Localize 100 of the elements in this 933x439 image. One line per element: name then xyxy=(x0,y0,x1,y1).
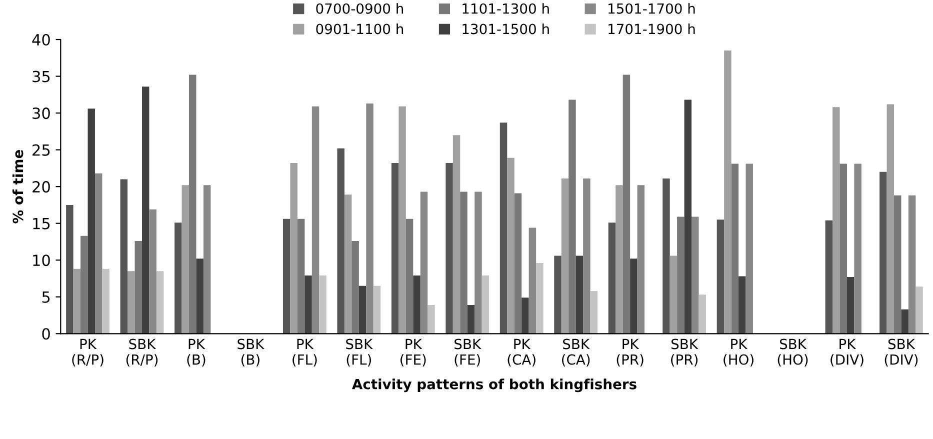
x-tick-label: SBK (FE) xyxy=(454,338,482,366)
bar xyxy=(337,148,344,334)
x-tick-label: SBK (PR) xyxy=(671,338,698,366)
y-tick-label: 20 xyxy=(32,181,50,193)
bar xyxy=(358,286,366,334)
x-tick-label: SBK (HO) xyxy=(778,338,808,366)
bar xyxy=(373,286,381,334)
x-tick-label: PK (PR) xyxy=(616,338,644,366)
y-tick-label: 0 xyxy=(42,328,50,340)
legend-label: 1701-1900 h xyxy=(608,23,695,34)
bar xyxy=(304,276,312,334)
bar xyxy=(522,298,529,334)
x-tick-label: SBK (B) xyxy=(238,338,264,366)
bar xyxy=(670,256,678,334)
bar xyxy=(746,164,753,334)
bar xyxy=(446,163,453,334)
bar xyxy=(80,236,88,334)
bar xyxy=(608,222,616,334)
bar xyxy=(536,263,544,334)
bar xyxy=(886,104,894,334)
bar xyxy=(554,256,562,334)
legend-label: 0901-1100 h xyxy=(316,23,404,34)
bar xyxy=(716,220,724,334)
bar xyxy=(616,185,623,334)
bar xyxy=(297,218,305,334)
bar xyxy=(391,163,399,334)
bar xyxy=(134,240,142,334)
x-tick-label: PK (CA) xyxy=(508,338,536,366)
bar xyxy=(420,192,428,334)
bar xyxy=(846,277,854,334)
bar xyxy=(840,164,847,334)
bar xyxy=(500,122,508,334)
x-tick-label: SBK (DIV) xyxy=(884,338,918,366)
legend-label: 1301-1500 h xyxy=(462,23,549,34)
bar xyxy=(738,276,746,334)
bar xyxy=(142,86,150,334)
bar xyxy=(188,74,196,334)
bar xyxy=(282,218,290,334)
bar xyxy=(366,103,374,334)
y-axis-title: % of time xyxy=(12,150,24,224)
bar xyxy=(203,185,211,334)
bar xyxy=(344,194,352,334)
x-tick-label: PK (HO) xyxy=(724,338,754,366)
bar xyxy=(406,218,414,334)
bar xyxy=(507,158,514,334)
bar xyxy=(428,304,435,334)
bar xyxy=(482,276,490,334)
x-axis-title: Activity patterns of both kingfishers xyxy=(352,378,636,392)
bar xyxy=(916,286,923,334)
bar xyxy=(352,240,359,334)
bar xyxy=(528,228,536,334)
bar xyxy=(832,107,840,334)
bar xyxy=(312,106,320,334)
bar xyxy=(677,216,684,334)
bar xyxy=(319,276,326,334)
bar xyxy=(630,258,638,334)
bar xyxy=(583,178,590,334)
legend-label: 0700-0900 h xyxy=(316,3,404,14)
bar xyxy=(901,309,908,334)
y-tick-label: 25 xyxy=(32,144,50,156)
x-tick-label: SBK (R/P) xyxy=(126,338,158,366)
bar xyxy=(622,74,630,334)
bar xyxy=(637,185,645,334)
bar xyxy=(561,178,569,334)
x-tick-label: PK (FE) xyxy=(400,338,426,366)
bar xyxy=(684,100,692,334)
bar xyxy=(128,271,135,334)
bar xyxy=(474,192,482,334)
bar xyxy=(692,216,699,334)
bar xyxy=(590,290,598,334)
bar xyxy=(73,268,81,334)
bar xyxy=(880,172,887,334)
bar xyxy=(94,173,102,334)
bar xyxy=(102,268,110,334)
bar xyxy=(825,220,833,334)
legend-label: 1101-1300 h xyxy=(462,3,549,14)
y-tick-label: 40 xyxy=(32,34,50,46)
bar xyxy=(908,195,916,334)
bar xyxy=(66,204,74,334)
bar xyxy=(576,256,584,334)
bar xyxy=(398,106,406,334)
x-tick-label: PK (DIV) xyxy=(830,338,864,366)
y-tick-label: 35 xyxy=(32,70,50,82)
x-tick-label: SBK (FL) xyxy=(346,338,373,366)
bar xyxy=(460,192,468,334)
y-tick-label: 30 xyxy=(32,108,50,120)
legend-label: 1501-1700 h xyxy=(608,3,695,14)
bar xyxy=(149,209,156,334)
x-tick-label: PK (B) xyxy=(187,338,206,366)
y-tick-label: 10 xyxy=(33,254,50,266)
bar xyxy=(290,163,298,334)
bar xyxy=(88,108,95,334)
bar xyxy=(182,185,189,334)
bar xyxy=(120,179,128,334)
y-tick-label: 5 xyxy=(42,292,50,303)
bar xyxy=(731,164,739,334)
bar xyxy=(514,193,522,334)
bar xyxy=(568,100,576,334)
bar xyxy=(196,258,204,334)
bar xyxy=(662,178,670,334)
